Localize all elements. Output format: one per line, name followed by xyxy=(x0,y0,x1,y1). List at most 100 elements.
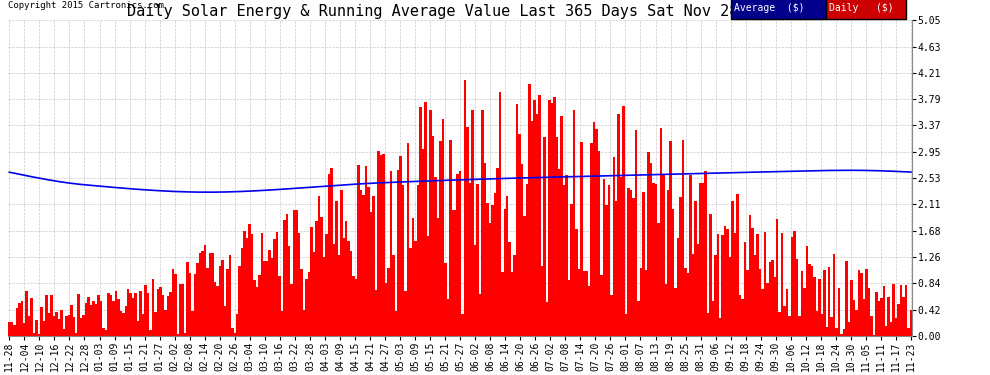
Bar xyxy=(593,122,595,336)
Bar xyxy=(847,322,850,336)
Bar xyxy=(33,333,36,336)
Bar xyxy=(768,262,771,336)
Bar xyxy=(590,143,593,336)
Bar xyxy=(687,273,689,336)
Bar xyxy=(689,175,692,336)
Bar xyxy=(65,316,67,336)
Bar xyxy=(382,154,385,336)
Bar xyxy=(667,190,669,336)
Bar xyxy=(288,246,290,336)
Bar xyxy=(445,263,446,336)
Bar xyxy=(293,210,295,336)
Bar xyxy=(638,301,640,336)
Title: Daily Solar Energy & Running Average Value Last 365 Days Sat Nov 28 16:21: Daily Solar Energy & Running Average Val… xyxy=(127,4,793,19)
Bar xyxy=(724,225,727,336)
Bar xyxy=(248,225,250,336)
Bar xyxy=(885,326,887,336)
Bar xyxy=(440,141,442,336)
Bar xyxy=(771,260,773,336)
Bar xyxy=(895,318,897,336)
Bar xyxy=(511,273,514,336)
Bar xyxy=(392,255,395,336)
Bar xyxy=(674,288,677,336)
Bar xyxy=(704,171,707,336)
Bar xyxy=(422,149,425,336)
Bar xyxy=(826,327,828,336)
Bar xyxy=(313,252,315,336)
Bar xyxy=(107,292,110,336)
Bar xyxy=(781,233,783,336)
Bar xyxy=(657,222,659,336)
Bar xyxy=(112,301,115,336)
Bar xyxy=(303,310,305,336)
Bar xyxy=(100,301,102,336)
Bar xyxy=(857,270,860,336)
Bar xyxy=(565,175,568,336)
Bar xyxy=(77,294,80,336)
Bar xyxy=(890,322,892,336)
Bar xyxy=(548,100,550,336)
Bar xyxy=(541,266,544,336)
Bar xyxy=(184,333,186,336)
Bar xyxy=(229,255,231,336)
Bar xyxy=(743,242,746,336)
Bar xyxy=(449,140,451,336)
Bar xyxy=(194,274,196,336)
Bar xyxy=(484,162,486,336)
Bar xyxy=(702,183,704,336)
Bar xyxy=(761,289,763,336)
Bar xyxy=(171,270,174,336)
Bar xyxy=(318,196,320,336)
Bar xyxy=(454,210,456,336)
Bar xyxy=(748,215,751,336)
Bar xyxy=(841,334,842,336)
Bar xyxy=(662,174,664,336)
Bar xyxy=(290,284,293,336)
Bar xyxy=(852,300,855,336)
Bar xyxy=(164,310,166,336)
Bar xyxy=(387,268,390,336)
Bar xyxy=(60,309,62,336)
Bar xyxy=(783,306,786,336)
Bar xyxy=(712,302,714,336)
Bar xyxy=(135,293,137,336)
Bar xyxy=(130,292,132,336)
Bar xyxy=(231,328,234,336)
Bar xyxy=(425,102,427,336)
Bar xyxy=(684,268,687,336)
Bar xyxy=(786,289,788,336)
Bar xyxy=(323,257,325,336)
Bar xyxy=(26,291,28,336)
Bar xyxy=(430,110,432,336)
Bar xyxy=(603,179,605,336)
Bar xyxy=(120,312,122,336)
Bar xyxy=(410,248,412,336)
Bar xyxy=(402,185,405,336)
Bar xyxy=(80,318,82,336)
Bar xyxy=(191,310,194,336)
Bar xyxy=(550,102,553,336)
Bar xyxy=(476,184,479,336)
Bar xyxy=(224,306,226,336)
Bar xyxy=(151,279,154,336)
Bar xyxy=(776,219,778,336)
Bar xyxy=(174,274,176,336)
Bar xyxy=(583,271,585,336)
Bar xyxy=(491,205,494,336)
Bar xyxy=(216,286,219,336)
Bar xyxy=(699,183,702,336)
Bar xyxy=(343,238,345,336)
FancyBboxPatch shape xyxy=(827,0,906,19)
Bar xyxy=(405,291,407,336)
Bar xyxy=(432,136,435,336)
Bar xyxy=(372,196,374,336)
Bar xyxy=(850,280,852,336)
Bar xyxy=(694,201,697,336)
Bar xyxy=(821,314,823,336)
Bar xyxy=(459,171,461,336)
Bar xyxy=(489,223,491,336)
Bar xyxy=(209,253,211,336)
Bar xyxy=(253,280,255,336)
Bar xyxy=(204,245,206,336)
Bar xyxy=(283,220,285,336)
